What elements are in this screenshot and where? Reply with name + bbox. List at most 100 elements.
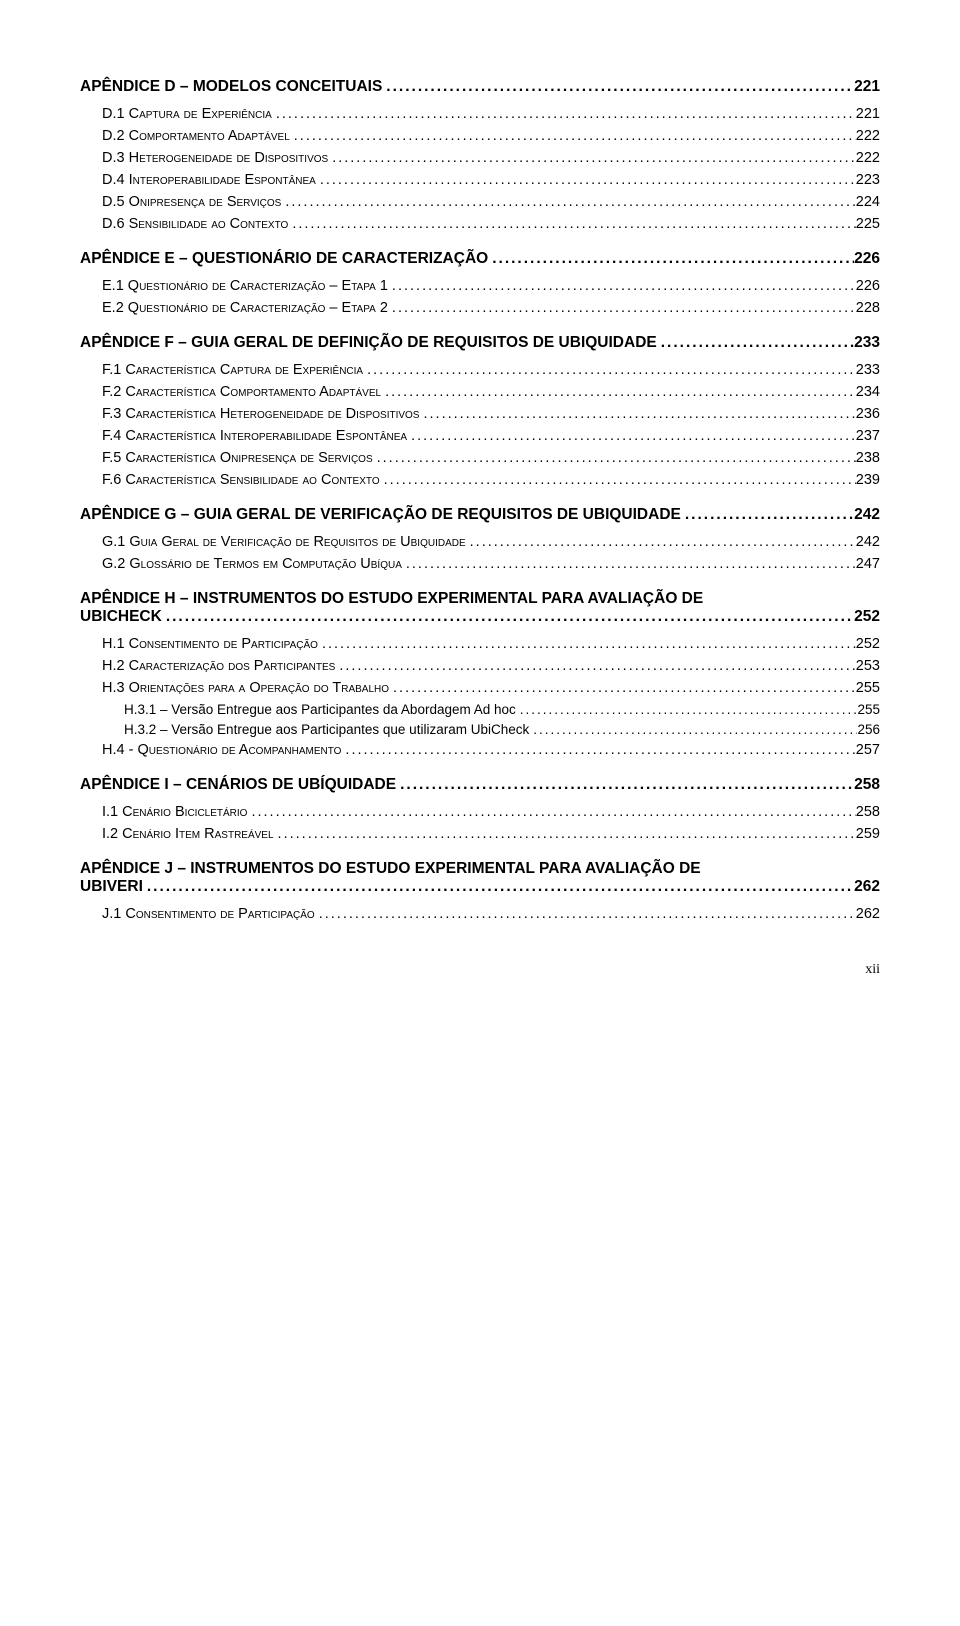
toc-entry-label-tail: UBIVERI <box>80 878 143 896</box>
toc-entry-page: 252 <box>856 636 880 652</box>
toc-entry-label: APÊNDICE G – GUIA GERAL DE VERIFICAÇÃO D… <box>80 506 681 524</box>
toc-entry-label: E.2 Questionário de Caracterização – Eta… <box>102 300 388 316</box>
toc-leader <box>407 428 856 444</box>
toc-entry-page: 262 <box>854 878 880 896</box>
toc-entry-page: 228 <box>856 300 880 316</box>
toc-leader <box>681 506 854 524</box>
toc-entry: H.2 Caracterização dos Participantes253 <box>102 658 880 674</box>
toc-entry-label: H.1 Consentimento de Participação <box>102 636 318 652</box>
toc-leader <box>373 450 856 466</box>
toc-leader <box>516 702 858 717</box>
toc-entry-page: 255 <box>856 680 880 696</box>
toc-leader <box>419 406 855 422</box>
toc-entry-page: 256 <box>857 722 880 737</box>
toc-leader <box>162 608 854 626</box>
toc-leader <box>382 78 854 96</box>
toc-entry-page: 239 <box>856 472 880 488</box>
toc-leader <box>288 216 855 232</box>
toc-entry: H.4 - Questionário de Acompanhamento 257 <box>102 742 880 758</box>
toc-entry-page: 252 <box>854 608 880 626</box>
toc-entry-label: H.3 Orientações para a Operação do Traba… <box>102 680 389 696</box>
toc-entry-page: 224 <box>856 194 880 210</box>
toc-leader <box>335 658 855 674</box>
toc-entry-label: D.2 Comportamento Adaptável <box>102 128 290 144</box>
toc-entry: E.2 Questionário de Caracterização – Eta… <box>102 300 880 316</box>
toc-entry: APÊNDICE F – GUIA GERAL DE DEFINIÇÃO DE … <box>80 334 880 352</box>
toc-leader <box>247 804 855 820</box>
toc-entry-label: D.5 Onipresença de Serviços <box>102 194 281 210</box>
toc-leader <box>363 362 856 378</box>
toc-entry-page: 242 <box>854 506 880 524</box>
toc-entry-label: APÊNDICE E – QUESTIONÁRIO DE CARACTERIZA… <box>80 250 488 268</box>
toc-entry: H.1 Consentimento de Participação 252 <box>102 636 880 652</box>
toc-leader <box>657 334 854 352</box>
toc-entry-label: D.3 Heterogeneidade de Dispositivos <box>102 150 328 166</box>
toc-entry: H.3 Orientações para a Operação do Traba… <box>102 680 880 696</box>
toc-leader <box>316 172 856 188</box>
toc-leader <box>466 534 856 550</box>
toc-entry: D.2 Comportamento Adaptável 222 <box>102 128 880 144</box>
toc-entry-label: D.4 Interoperabilidade Espontânea <box>102 172 316 188</box>
toc-entry-label: F.3 Característica Heterogeneidade de Di… <box>102 406 419 422</box>
toc-entry-page: 226 <box>854 250 880 268</box>
toc-entry-page: 222 <box>856 128 880 144</box>
toc-leader <box>388 300 856 316</box>
toc-leader <box>290 128 856 144</box>
toc-entry: F.1 Característica Captura de Experiênci… <box>102 362 880 378</box>
page-number: xii <box>80 962 880 978</box>
toc-entry-label: APÊNDICE J – INSTRUMENTOS DO ESTUDO EXPE… <box>80 860 810 878</box>
toc-entry-label-tail: UBICHECK <box>80 608 162 626</box>
toc-entry: I.2 Cenário Item Rastreável259 <box>102 826 880 842</box>
toc-entry-page: 221 <box>854 78 880 96</box>
toc-entry: E.1 Questionário de Caracterização – Eta… <box>102 278 880 294</box>
toc-entry-page: 225 <box>856 216 880 232</box>
toc-entry-page: 247 <box>856 556 880 572</box>
toc-entry-label: I.2 Cenário Item Rastreável <box>102 826 274 842</box>
table-of-contents: APÊNDICE D – MODELOS CONCEITUAIS221D.1 C… <box>80 78 880 922</box>
toc-entry-page: 236 <box>856 406 880 422</box>
toc-entry-page: 262 <box>856 906 880 922</box>
toc-entry-label: H.3.2 – Versão Entregue aos Participante… <box>124 722 529 737</box>
toc-entry-label: D.6 Sensibilidade ao Contexto <box>102 216 288 232</box>
toc-leader <box>143 878 854 896</box>
toc-entry-label: H.4 - Questionário de Acompanhamento <box>102 742 341 758</box>
toc-entry-label: F.4 Característica Interoperabilidade Es… <box>102 428 407 444</box>
toc-leader <box>380 472 856 488</box>
toc-entry-label: E.1 Questionário de Caracterização – Eta… <box>102 278 388 294</box>
toc-entry: APÊNDICE H – INSTRUMENTOS DO ESTUDO EXPE… <box>80 590 880 626</box>
toc-entry-label: I.1 Cenário Bicicletário <box>102 804 247 820</box>
toc-leader <box>488 250 854 268</box>
toc-leader <box>318 636 856 652</box>
toc-entry: F.5 Característica Onipresença de Serviç… <box>102 450 880 466</box>
toc-entry-label: J.1 Consentimento de Participação <box>102 906 315 922</box>
toc-entry: APÊNDICE G – GUIA GERAL DE VERIFICAÇÃO D… <box>80 506 880 524</box>
toc-entry-page: 255 <box>857 702 880 717</box>
toc-entry: F.3 Característica Heterogeneidade de Di… <box>102 406 880 422</box>
toc-entry: H.3.1 – Versão Entregue aos Participante… <box>124 702 880 717</box>
toc-entry-page: 257 <box>856 742 880 758</box>
toc-entry: G.1 Guia Geral de Verificação de Requisi… <box>102 534 880 550</box>
toc-entry-label: H.3.1 – Versão Entregue aos Participante… <box>124 702 516 717</box>
toc-entry-page: 222 <box>856 150 880 166</box>
toc-leader <box>381 384 856 400</box>
toc-entry-label: F.1 Característica Captura de Experiênci… <box>102 362 363 378</box>
toc-leader <box>388 278 856 294</box>
toc-leader <box>272 106 856 122</box>
toc-entry-page: 234 <box>856 384 880 400</box>
toc-entry: F.6 Característica Sensibilidade ao Cont… <box>102 472 880 488</box>
toc-entry-page: 238 <box>856 450 880 466</box>
toc-leader <box>529 722 857 737</box>
toc-entry-label: APÊNDICE I – CENÁRIOS DE UBÍQUIDADE <box>80 776 396 794</box>
toc-entry-label: APÊNDICE F – GUIA GERAL DE DEFINIÇÃO DE … <box>80 334 657 352</box>
toc-leader <box>315 906 856 922</box>
toc-entry-label: H.2 Caracterização dos Participantes <box>102 658 335 674</box>
toc-leader <box>274 826 856 842</box>
toc-entry: D.1 Captura de Experiência221 <box>102 106 880 122</box>
toc-entry: J.1 Consentimento de Participação 262 <box>102 906 880 922</box>
toc-entry: D.5 Onipresença de Serviços 224 <box>102 194 880 210</box>
toc-entry-label: F.5 Característica Onipresença de Serviç… <box>102 450 373 466</box>
toc-entry: H.3.2 – Versão Entregue aos Participante… <box>124 722 880 737</box>
toc-entry-label: F.6 Característica Sensibilidade ao Cont… <box>102 472 380 488</box>
toc-entry: APÊNDICE J – INSTRUMENTOS DO ESTUDO EXPE… <box>80 860 880 896</box>
toc-entry: APÊNDICE E – QUESTIONÁRIO DE CARACTERIZA… <box>80 250 880 268</box>
